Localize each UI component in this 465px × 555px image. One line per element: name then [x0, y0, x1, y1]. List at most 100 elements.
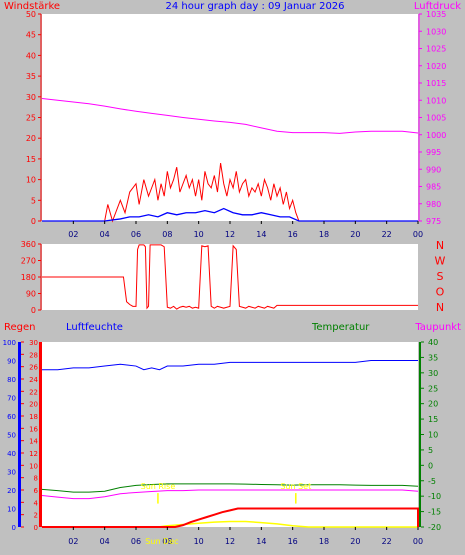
x-tick-label: 08 — [162, 230, 172, 239]
rain-tick-label: 2 — [34, 512, 38, 520]
x-tick-label: 12 — [225, 537, 235, 546]
pressure-tick-label: 1020 — [426, 62, 446, 71]
wind-tick-label: 5 — [31, 196, 36, 205]
rain-tick-label: 18 — [29, 413, 38, 421]
direction-letter: N — [436, 239, 444, 252]
wind-tick-label: 20 — [26, 134, 36, 143]
pressure-tick-label: 1015 — [426, 79, 446, 88]
humidity-tick-label: 40 — [7, 450, 16, 458]
solar-line — [42, 520, 418, 528]
rain-tick-label: 14 — [29, 438, 38, 446]
humidity-tick-label: 0 — [12, 524, 16, 532]
x-tick-label: 16 — [288, 537, 298, 546]
humidity-line — [42, 360, 418, 371]
temperature-tick-label: 20 — [428, 400, 438, 409]
rain-tick-label: 24 — [29, 376, 38, 384]
x-tick-label: 14 — [256, 537, 266, 546]
temperature-axis-bar — [419, 342, 421, 527]
temperature-tick-label: 25 — [428, 384, 438, 393]
humidity-tick-label: 80 — [7, 376, 16, 384]
pressure-tick-label: 980 — [426, 200, 441, 209]
direction-letter: N — [436, 301, 444, 314]
temperature-tick-label: 15 — [428, 415, 438, 424]
pressure-tick-label: 990 — [426, 165, 441, 174]
x-tick-label: 12 — [225, 230, 235, 239]
wind-tick-label: 50 — [26, 10, 36, 19]
humidity-tick-label: 100 — [3, 339, 16, 347]
x-tick-label: 20 — [350, 230, 360, 239]
temperature-tick-label: -20 — [428, 523, 441, 532]
temperature-line — [41, 483, 419, 493]
pressure-tick-label: 975 — [426, 217, 441, 226]
rain-title: Regen — [4, 322, 36, 333]
x-tick-label: 02 — [68, 230, 78, 239]
pressure-tick-label: 1005 — [426, 114, 446, 123]
rain-tick-label: 30 — [29, 339, 38, 347]
temperature-tick-label: 35 — [428, 353, 438, 362]
temperature-tick-label: -10 — [428, 492, 441, 501]
x-tick-label: 00 — [413, 230, 423, 239]
rain-tick-label: 22 — [29, 388, 38, 396]
pressure-line — [41, 98, 419, 134]
x-tick-label: 14 — [256, 230, 266, 239]
x-tick-label: 02 — [68, 537, 78, 546]
direction-tick-label: 180 — [21, 273, 36, 282]
pressure-tick-label: 995 — [426, 148, 441, 157]
x-tick-label: 06 — [131, 537, 141, 546]
x-tick-label: 04 — [100, 230, 110, 239]
chart-title: 24 hour graph day : 09 Januar 2026 — [165, 1, 344, 12]
wind-tick-label: 25 — [26, 114, 36, 123]
pressure-tick-label: 985 — [426, 183, 441, 192]
rain-tick-label: 0 — [34, 524, 38, 532]
temperature-tick-label: 10 — [428, 431, 438, 440]
x-tick-label: 22 — [382, 230, 392, 239]
wind-tick-label: 15 — [26, 155, 36, 164]
x-tick-label: 18 — [319, 537, 329, 546]
rain-axis-bar — [39, 342, 42, 527]
rain-tick-label: 12 — [29, 450, 38, 458]
x-tick-label: 06 — [131, 230, 141, 239]
wind-plot-area — [42, 14, 418, 221]
direction-tick-label: 360 — [21, 240, 36, 249]
direction-letter: O — [436, 286, 445, 299]
wind-tick-label: 35 — [26, 72, 36, 81]
dewpoint-title: Taupunkt — [414, 322, 461, 333]
rain-tick-label: 16 — [29, 425, 38, 433]
temperature-tick-label: 5 — [428, 446, 433, 455]
direction-tick-label: 0 — [31, 306, 36, 315]
rain-tick-label: 20 — [29, 401, 38, 409]
temperature-title: Temperatur — [311, 322, 370, 333]
sun-x-label: Sun Dec — [145, 537, 178, 546]
wind-tick-label: 30 — [26, 93, 36, 102]
pressure-title: Luftdruck — [414, 1, 461, 12]
pressure-tick-label: 1010 — [426, 96, 446, 105]
humidity-tick-label: 60 — [7, 413, 16, 421]
rain-tick-label: 8 — [34, 475, 38, 483]
humidity-axis-bar — [18, 342, 21, 527]
direction-letter: W — [435, 255, 446, 268]
pressure-tick-label: 1025 — [426, 45, 446, 54]
wind-tick-label: 0 — [31, 217, 36, 226]
temperature-tick-label: 40 — [428, 338, 438, 347]
x-tick-label: 08 — [162, 537, 172, 546]
sunrise-label: Sun Rise — [141, 482, 176, 491]
humidity-tick-label: 20 — [7, 487, 16, 495]
temperature-tick-label: 30 — [428, 369, 438, 378]
average-wind-line — [42, 207, 418, 222]
humidity-title: Luftfeuchte — [66, 322, 123, 333]
wind-title: Windstärke — [4, 1, 60, 12]
wind-tick-label: 40 — [26, 51, 36, 60]
dewpoint-line — [41, 489, 419, 500]
pressure-tick-label: 1035 — [426, 10, 446, 19]
rain-tick-label: 6 — [34, 487, 39, 495]
gust-line — [42, 162, 418, 223]
x-tick-label: 10 — [194, 230, 204, 239]
direction-tick-label: 90 — [26, 290, 36, 299]
rain-line — [42, 507, 419, 528]
sunset-label: Sun Set — [280, 482, 311, 491]
x-tick-label: 00 — [413, 537, 423, 546]
humidity-tick-label: 10 — [7, 506, 16, 514]
rain-tick-label: 28 — [29, 351, 38, 359]
